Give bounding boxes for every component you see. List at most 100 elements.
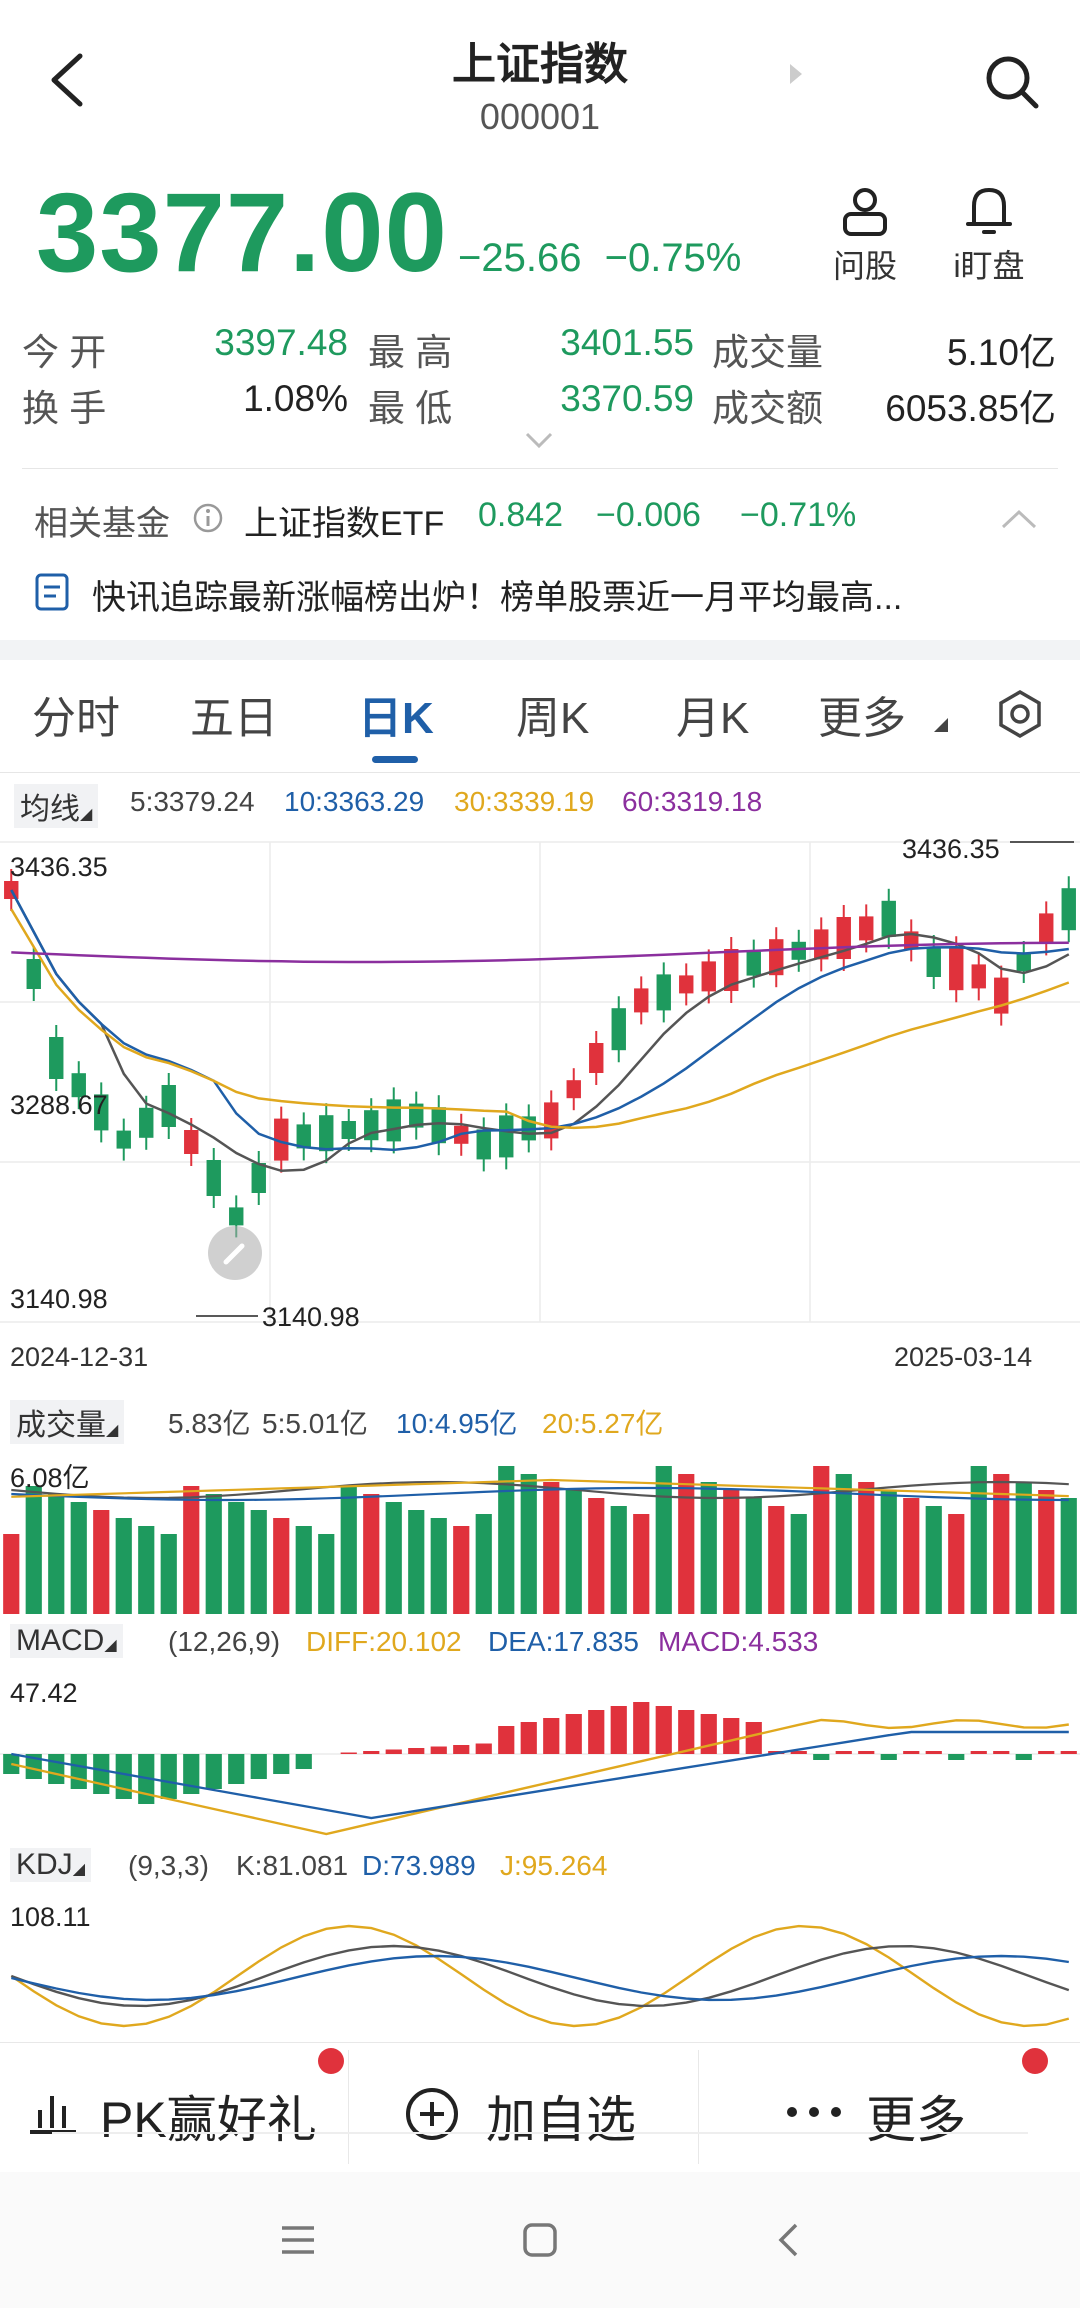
notification-dot (1022, 2048, 1048, 2074)
related-fund-row[interactable]: 相关基金 上证指数ETF 0.842 −0.006 −0.71% (0, 490, 1080, 550)
ma5-line (10, 889, 1070, 1173)
candle (71, 1073, 86, 1098)
ask-stock-button[interactable]: 问股 (810, 186, 920, 287)
macd-bar (453, 1745, 470, 1754)
volume-bar (498, 1466, 515, 1614)
volume-selector[interactable]: 成交量◢ (10, 1400, 125, 1444)
macd-bar (93, 1754, 110, 1794)
volume-bar (588, 1498, 605, 1614)
candle (971, 964, 986, 989)
tab-weekly-k[interactable]: 周K (516, 694, 590, 743)
macd-bar (48, 1754, 65, 1784)
search-icon (986, 56, 1039, 109)
watch-button[interactable]: i盯盘 (934, 186, 1044, 287)
macd-bar (543, 1718, 560, 1754)
volume-bar (138, 1526, 155, 1614)
macd-dea-line (11, 1730, 1069, 1820)
candle (881, 900, 896, 937)
macd-bar (655, 1706, 672, 1754)
search-button[interactable] (982, 52, 1042, 112)
menu-icon[interactable] (280, 2224, 316, 2256)
more-actions-button[interactable]: 更多 (780, 2060, 1040, 2160)
notification-dot (318, 2048, 344, 2074)
ma-selector[interactable]: 均线◢ (14, 784, 99, 828)
macd-bar (903, 1751, 920, 1754)
volume-bar (543, 1482, 560, 1614)
tab-intraday[interactable]: 分时 (32, 694, 120, 743)
volume-bar (745, 1498, 762, 1614)
volume-bar (430, 1518, 447, 1614)
kdj-y-top: 108.11 (10, 1902, 91, 1932)
draw-tool-button[interactable] (208, 1226, 262, 1280)
macd-bar (813, 1754, 830, 1760)
expand-stats-button[interactable] (524, 430, 554, 455)
more-actions-label: 更多 (866, 2092, 966, 2148)
macd-bar (183, 1754, 200, 1794)
candle (206, 1160, 221, 1196)
change-percent: −0.75% (604, 236, 742, 280)
tab-monthly-k[interactable]: 月K (676, 694, 750, 743)
ma30-line (10, 908, 1070, 1130)
kdj-chart[interactable] (0, 1896, 1080, 2042)
volume-bar (25, 1486, 42, 1614)
home-icon[interactable] (522, 2222, 558, 2258)
stat-value-volume: 5.10亿 (946, 332, 1056, 373)
volume-chart[interactable] (0, 1450, 1080, 1614)
tab-more[interactable]: 更多 (818, 694, 906, 743)
candlestick-chart[interactable] (0, 832, 1080, 1332)
volume-ma5-line (11, 1480, 1069, 1500)
volume-bar (228, 1502, 245, 1614)
kdj-k: K:81.081 (236, 1850, 349, 1881)
kdj-selector[interactable]: KDJ◢ (10, 1848, 91, 1882)
volume-value: 5.83亿 (168, 1408, 251, 1439)
candle (431, 1107, 446, 1144)
dropdown-caret-icon: ◢ (106, 1422, 119, 1439)
y-axis-top: 3436.35 (10, 852, 108, 882)
bell-icon (966, 188, 1012, 234)
volume-ma20: 20:5.27亿 (542, 1408, 664, 1439)
macd-chart[interactable] (0, 1672, 1080, 1838)
candle (1061, 888, 1076, 931)
add-watchlist-button[interactable]: 加自选 (400, 2060, 680, 2160)
volume-bar (610, 1506, 627, 1614)
more-dots-icon (787, 2107, 841, 2117)
candle (926, 947, 941, 977)
back-button[interactable] (44, 50, 94, 110)
kdj-label: KDJ (16, 1848, 73, 1881)
volume-bar (48, 1494, 65, 1614)
tab-five-day[interactable]: 五日 (190, 694, 278, 743)
chart-settings-icon[interactable] (994, 688, 1046, 740)
macd-bar (205, 1754, 222, 1789)
watch-label: i盯盘 (953, 248, 1025, 284)
macd-bar (925, 1751, 942, 1754)
stat-value-low: 3370.59 (560, 378, 694, 419)
stat-label-low: 最 低 (368, 388, 453, 429)
back-nav-icon[interactable] (776, 2222, 800, 2258)
news-ticker[interactable]: 快讯追踪最新涨幅榜出炉！榜单股票近一月平均最高... (0, 562, 1080, 622)
stat-value-amount: 6053.85亿 (885, 388, 1056, 429)
news-icon (35, 573, 69, 611)
bottom-action-bar (0, 2042, 1080, 2173)
volume-bar (205, 1494, 222, 1614)
active-tab-indicator (372, 756, 418, 763)
volume-bar (858, 1482, 875, 1614)
candle (859, 916, 874, 941)
volume-bar (655, 1466, 672, 1614)
chevron-up-icon[interactable] (1000, 508, 1038, 530)
chart-bars-icon (30, 2096, 76, 2134)
macd-bar (1060, 1751, 1077, 1754)
stat-value-turnover: 1.08% (243, 378, 348, 419)
macd-bar (520, 1722, 537, 1754)
tab-daily-k[interactable]: 日K (358, 694, 434, 743)
volume-bar (295, 1526, 312, 1614)
volume-bar (903, 1498, 920, 1614)
ma30-value: 30:3339.19 (454, 786, 595, 817)
volume-bar (925, 1506, 942, 1614)
macd-bar (970, 1751, 987, 1754)
volume-bar (678, 1474, 695, 1614)
next-stock-arrow[interactable] (788, 62, 804, 91)
ma60-line (11, 941, 1069, 964)
macd-selector[interactable]: MACD◢ (10, 1624, 123, 1658)
macd-bar (1038, 1751, 1055, 1754)
pk-button[interactable]: PK赢好礼 (20, 2060, 340, 2160)
